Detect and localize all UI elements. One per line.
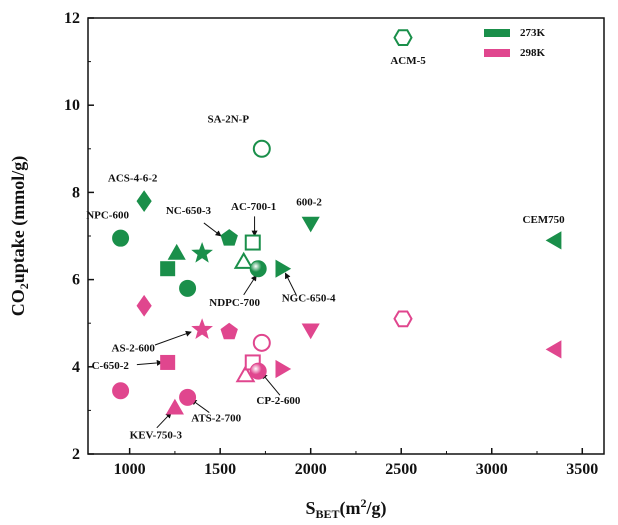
x-axis-title: SBET(m2/g) — [305, 496, 386, 521]
annotation-arrow — [261, 372, 281, 396]
legend-label-298k: 298K — [520, 47, 546, 59]
point-label: AS-2-600 — [112, 343, 156, 355]
point-label: CEM750 — [523, 214, 566, 226]
annotation-arrow — [203, 222, 222, 237]
x-tick-label: 2500 — [385, 461, 417, 478]
annotation-arrow — [243, 274, 257, 296]
y-axis-title-main: CO — [8, 289, 28, 316]
y-tick-label: 2 — [72, 446, 80, 463]
data-point-298k — [112, 382, 130, 400]
point-label: NGC-650-4 — [282, 292, 336, 304]
point-label: CP-2-600 — [256, 395, 300, 407]
x-axis-title-rest: (m — [340, 498, 361, 519]
annotation-arrow — [284, 272, 297, 296]
y-axis-title: CO2uptake (mmol/g) — [8, 156, 31, 317]
y-tick-label: 12 — [64, 10, 80, 27]
point-label: NPC-600 — [86, 210, 129, 222]
y-tick-label: 6 — [72, 272, 80, 289]
plot-frame — [87, 17, 605, 455]
data-point-273k — [191, 241, 213, 263]
legend-label-273k: 273K — [520, 27, 546, 39]
annotation-arrow — [154, 330, 192, 346]
x-tick-label: 2000 — [295, 461, 327, 478]
data-point-298k — [179, 388, 197, 406]
data-point-273k — [275, 259, 292, 278]
data-point-298k — [191, 318, 213, 339]
point-label: ACM-5 — [390, 55, 426, 67]
legend-swatch-298k — [484, 49, 510, 57]
point-labels: ACM-5 SA-2N-P ACS-4-6-2 NPC-600 NC-650-3 AC-7… — [86, 55, 565, 442]
data-point-298k — [136, 294, 152, 317]
y-axis-title-sub: 2 — [17, 283, 31, 289]
data-point-298k — [301, 323, 320, 340]
data-point-273k — [244, 234, 261, 251]
data-point-298k — [165, 398, 184, 415]
point-label: C-650-2 — [92, 360, 130, 372]
data-point-273k — [252, 139, 271, 158]
point-label: 600-2 — [296, 196, 322, 208]
axes-frame — [87, 17, 605, 455]
data-point-298k — [252, 333, 271, 352]
y-axis-title-rest: uptake (mmol/g) — [8, 156, 29, 284]
data-point-298k — [235, 364, 256, 383]
legend-swatch-273k — [484, 29, 510, 37]
x-tick-label: 3500 — [566, 461, 598, 478]
data-point-273k — [249, 260, 267, 278]
point-label: SA-2N-P — [207, 114, 249, 126]
data-point-298k — [275, 359, 292, 379]
data-point-298k — [393, 310, 413, 328]
x-tick-label: 3000 — [476, 461, 508, 478]
x-axis-title-sub: BET — [316, 507, 340, 521]
y-tick-label: 10 — [64, 97, 80, 114]
data-point-273k — [301, 216, 320, 233]
axis-ticks: 1000 1500 2000 2500 3000 3500 2 4 6 8 10 12 — [64, 10, 598, 478]
data-point-298k — [160, 354, 176, 370]
point-label: KEV-750-3 — [130, 430, 183, 442]
data-point-273k — [393, 29, 413, 46]
data-point-298k — [249, 362, 267, 380]
x-axis-title-main: S — [305, 498, 315, 518]
annotation-arrow — [136, 359, 163, 366]
data-point-273k — [167, 243, 186, 260]
data-point-273k — [233, 251, 254, 269]
point-label: ATS-2-700 — [191, 412, 241, 424]
annotation-arrow — [156, 412, 172, 429]
y-tick-label: 4 — [72, 359, 80, 376]
legend: 273K 298K — [484, 27, 546, 59]
data-point-273k — [220, 229, 238, 246]
data-points — [112, 29, 562, 415]
point-label: NDPC-700 — [209, 297, 260, 309]
data-point-273k — [179, 279, 197, 297]
data-point-273k — [545, 231, 562, 250]
point-label: AC-700-1 — [231, 201, 276, 213]
data-point-273k — [112, 229, 130, 247]
data-point-273k — [160, 261, 176, 277]
y-tick-label: 8 — [72, 184, 80, 201]
x-tick-label: 1500 — [204, 461, 236, 478]
x-axis-title-end: /g) — [366, 498, 387, 519]
point-label: NC-650-3 — [166, 205, 212, 217]
x-tick-label: 1000 — [114, 461, 146, 478]
annotation-arrows — [136, 216, 297, 429]
point-label: ACS-4-6-2 — [108, 173, 158, 185]
x-axis-title-sup: 2 — [361, 496, 367, 510]
data-point-298k — [545, 340, 562, 359]
data-point-273k — [136, 190, 152, 212]
data-point-298k — [220, 322, 238, 340]
